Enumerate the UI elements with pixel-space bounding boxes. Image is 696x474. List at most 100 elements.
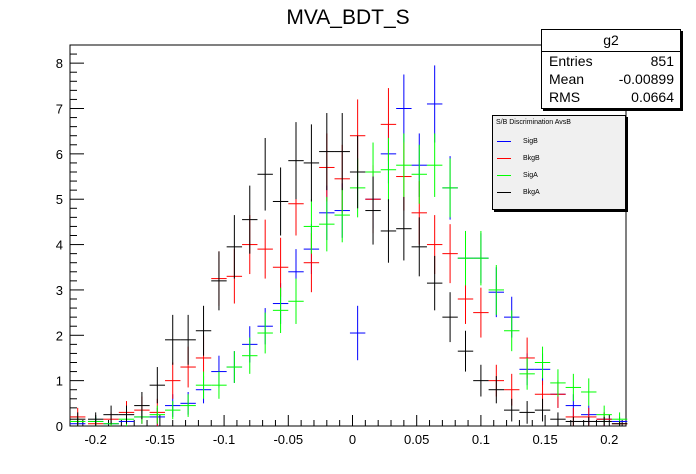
data-point xyxy=(411,217,427,277)
y-tick-label: 0 xyxy=(56,419,63,434)
y-tick-label: 1 xyxy=(56,374,63,389)
legend-swatch-bkga xyxy=(497,191,511,193)
data-point xyxy=(550,412,566,426)
data-point xyxy=(442,224,458,284)
legend-label-sigb: SigB xyxy=(523,137,538,145)
stats-mean-value: -0.00899 xyxy=(618,71,674,87)
data-point xyxy=(180,394,196,417)
data-point xyxy=(195,371,212,399)
x-tick-label: 0 xyxy=(349,432,356,447)
axis-tick-labels: -0.2 -0.15 -0.1 -0.05 0 0.05 0.1 0.15 0.2 0 1 2 3 4 5 6… xyxy=(56,56,619,447)
data-point xyxy=(303,124,320,202)
y-tick-label: 3 xyxy=(56,283,63,298)
data-point xyxy=(272,167,289,236)
data-point xyxy=(303,199,320,254)
data-point xyxy=(411,144,427,204)
data-point xyxy=(211,371,227,399)
data-point xyxy=(442,158,458,218)
data-point xyxy=(288,278,304,324)
data-point xyxy=(534,346,551,379)
x-tick-label: -0.1 xyxy=(213,432,235,447)
x-tick-label: -0.05 xyxy=(273,432,303,447)
y-tick-label: 8 xyxy=(56,56,63,71)
legend-label-siga: SigA xyxy=(523,171,538,179)
data-point xyxy=(473,230,489,286)
legend: S/B Discrimination AvsB SigB BkgB SigA B… xyxy=(492,115,626,210)
data-point xyxy=(165,362,181,399)
data-point xyxy=(87,412,104,426)
x-tick-label: -0.15 xyxy=(145,432,175,447)
data-point xyxy=(365,176,381,245)
x-tick-label: 0.15 xyxy=(532,432,557,447)
axis-ticks xyxy=(69,44,623,427)
data-point xyxy=(288,122,304,200)
y-tick-label: 2 xyxy=(56,328,63,343)
legend-item-bkga: BkgA xyxy=(497,187,540,197)
data-point xyxy=(380,137,397,202)
legend-item-bkgb: BkgB xyxy=(497,153,540,163)
data-point xyxy=(272,287,289,334)
stats-row-entries: Entries 851 xyxy=(542,52,680,70)
data-point xyxy=(504,310,520,352)
data-point xyxy=(211,251,227,311)
data-point xyxy=(534,398,551,422)
stats-entries-value: 851 xyxy=(650,53,674,69)
data-point xyxy=(319,113,335,191)
stats-box: g2 Entries 851 Mean -0.00899 RMS 0.0664 xyxy=(541,29,681,109)
legend-title: S/B Discrimination AvsB xyxy=(496,119,571,126)
data-point xyxy=(519,401,535,424)
data-point xyxy=(611,421,628,426)
stats-entries-label: Entries xyxy=(549,53,593,69)
data-point xyxy=(550,369,566,397)
data-point xyxy=(457,330,474,372)
data-point xyxy=(257,312,273,354)
x-tick-label: 0.05 xyxy=(404,432,429,447)
x-tick-label: 0.2 xyxy=(600,432,618,447)
data-point xyxy=(242,337,258,374)
legend-label-bkgb: BkgB xyxy=(523,154,540,162)
legend-item-siga: SigA xyxy=(497,170,538,180)
x-tick-label: -0.2 xyxy=(84,432,106,447)
y-tick-label: 7 xyxy=(56,102,63,117)
data-point xyxy=(118,405,135,424)
legend-swatch-siga xyxy=(497,174,511,176)
data-point xyxy=(257,219,273,279)
y-tick-label: 6 xyxy=(56,147,63,162)
data-point xyxy=(349,135,366,209)
data-point xyxy=(149,367,166,404)
data-point xyxy=(226,215,243,279)
data-point xyxy=(70,412,86,426)
data-point xyxy=(134,391,150,420)
legend-swatch-sigb xyxy=(497,140,511,142)
data-point xyxy=(565,416,582,426)
x-tick-label: 0.1 xyxy=(472,432,490,447)
data-point xyxy=(272,237,289,297)
legend-label-bkga: BkgA xyxy=(523,188,540,196)
data-point xyxy=(596,416,612,426)
stats-mean-label: Mean xyxy=(549,71,585,87)
data-point xyxy=(319,196,335,252)
data-point xyxy=(396,196,412,261)
data-point xyxy=(565,373,582,402)
data-point xyxy=(442,292,458,343)
data-point xyxy=(488,376,505,404)
data-point xyxy=(165,401,181,420)
stats-rms-value: 0.0664 xyxy=(631,89,674,105)
data-point xyxy=(349,305,366,361)
data-point xyxy=(149,405,166,424)
stats-row-rms: RMS 0.0664 xyxy=(542,88,680,106)
data-point xyxy=(426,65,443,143)
stats-row-mean: Mean -0.00899 xyxy=(542,70,680,88)
data-point xyxy=(242,185,258,254)
data-point xyxy=(396,133,412,197)
data-point xyxy=(396,74,412,143)
data-point xyxy=(488,264,505,315)
data-point xyxy=(195,305,212,356)
data-marks xyxy=(70,65,628,426)
data-point xyxy=(581,416,597,426)
stats-name: g2 xyxy=(542,30,680,52)
legend-item-sigb: SigB xyxy=(497,136,538,146)
data-point xyxy=(334,113,350,191)
data-point xyxy=(581,378,597,406)
